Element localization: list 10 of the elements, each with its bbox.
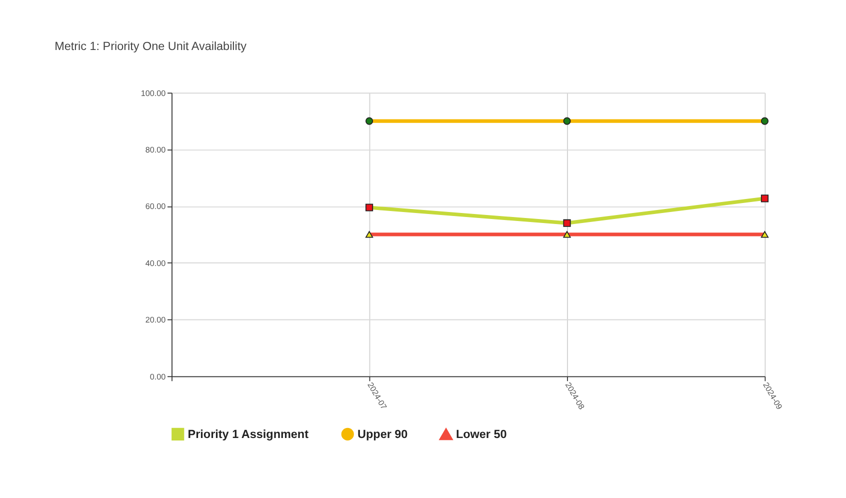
- legend-label: Upper 90: [358, 428, 408, 441]
- chart-title: Metric 1: Priority One Unit Availability: [54, 40, 247, 54]
- y-tick-label: 0.00: [150, 372, 166, 382]
- y-tick-label: 40.00: [145, 258, 166, 268]
- y-tick-label: 60.00: [145, 202, 166, 212]
- y-tick-label: 100.00: [140, 88, 166, 98]
- y-tick-label: 80.00: [145, 146, 166, 155]
- y-tick-label: 20.00: [145, 316, 166, 325]
- legend-label: Lower 50: [456, 428, 508, 442]
- legend-label: Priority 1 Assignment: [188, 428, 309, 441]
